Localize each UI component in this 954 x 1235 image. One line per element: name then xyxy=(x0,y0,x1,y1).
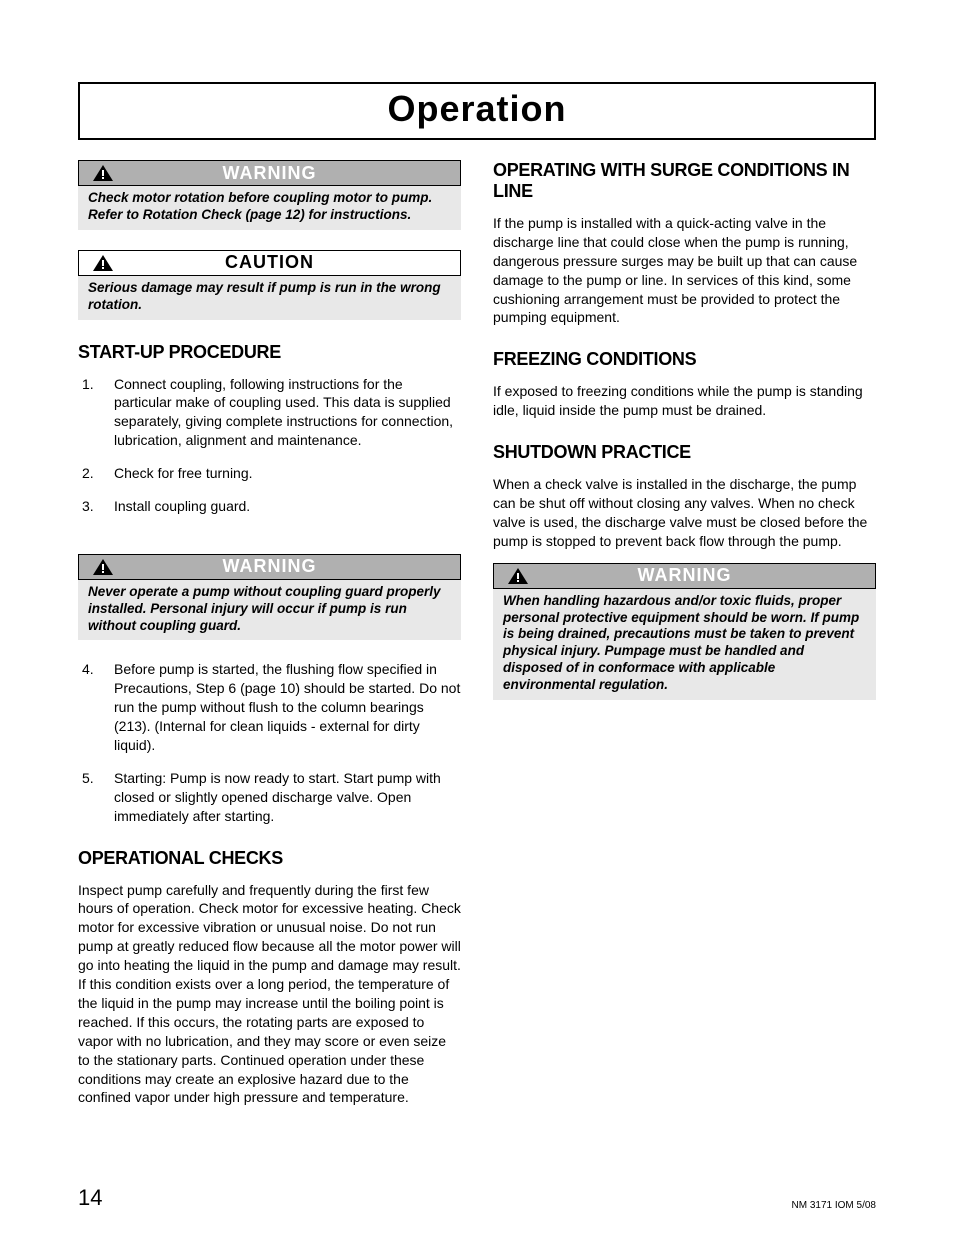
warning-header: WARNING xyxy=(493,563,876,589)
warning-body: When handling hazardous and/or toxic flu… xyxy=(493,589,876,700)
warning-triangle-icon xyxy=(79,164,127,182)
shutdown-body: When a check valve is installed in the d… xyxy=(493,475,876,551)
startup-steps-b: Before pump is started, the flushing flo… xyxy=(78,660,461,825)
warning-label: WARNING xyxy=(542,565,875,586)
caution-header: CAUTION xyxy=(78,250,461,276)
opchecks-heading: OPERATIONAL CHECKS xyxy=(78,848,461,869)
warning-header: WARNING xyxy=(78,554,461,580)
warning-box-1: WARNING Check motor rotation before coup… xyxy=(78,160,461,230)
list-item: Starting: Pump is now ready to start. St… xyxy=(78,769,461,826)
list-item: Connect coupling, following instructions… xyxy=(78,375,461,451)
warning-header: WARNING xyxy=(78,160,461,186)
list-item: Before pump is started, the flushing flo… xyxy=(78,660,461,754)
startup-steps-a: Connect coupling, following instructions… xyxy=(78,375,461,516)
left-column: WARNING Check motor rotation before coup… xyxy=(78,160,461,1119)
freezing-heading: FREEZING CONDITIONS xyxy=(493,349,876,370)
page-title: Operation xyxy=(80,88,874,130)
warning-label: WARNING xyxy=(127,163,460,184)
warning-box-2: WARNING Never operate a pump without cou… xyxy=(78,554,461,641)
warning-body: Check motor rotation before coupling mot… xyxy=(78,186,461,230)
page-title-box: Operation xyxy=(78,82,876,140)
document-reference: NM 3171 IOM 5/08 xyxy=(792,1200,876,1211)
freezing-body: If exposed to freezing conditions while … xyxy=(493,382,876,420)
warning-label: WARNING xyxy=(127,556,460,577)
opchecks-body: Inspect pump carefully and frequently du… xyxy=(78,881,461,1108)
startup-heading: START-UP PROCEDURE xyxy=(78,342,461,363)
list-item: Check for free turning. xyxy=(78,464,461,483)
caution-label: CAUTION xyxy=(127,252,460,273)
warning-triangle-icon xyxy=(79,558,127,576)
content-columns: WARNING Check motor rotation before coup… xyxy=(78,160,876,1119)
surge-heading: OPERATING WITH SURGE CONDITIONS IN LINE xyxy=(493,160,876,202)
warning-triangle-icon xyxy=(494,567,542,585)
caution-box-1: CAUTION Serious damage may result if pum… xyxy=(78,250,461,320)
warning-box-3: WARNING When handling hazardous and/or t… xyxy=(493,563,876,700)
right-column: OPERATING WITH SURGE CONDITIONS IN LINE … xyxy=(493,160,876,1119)
shutdown-heading: SHUTDOWN PRACTICE xyxy=(493,442,876,463)
page-number: 14 xyxy=(78,1185,102,1211)
list-item: Install coupling guard. xyxy=(78,497,461,516)
warning-body: Never operate a pump without coupling gu… xyxy=(78,580,461,641)
caution-body: Serious damage may result if pump is run… xyxy=(78,276,461,320)
surge-body: If the pump is installed with a quick-ac… xyxy=(493,214,876,327)
page-footer: 14 NM 3171 IOM 5/08 xyxy=(78,1185,876,1211)
caution-triangle-icon xyxy=(79,254,127,272)
